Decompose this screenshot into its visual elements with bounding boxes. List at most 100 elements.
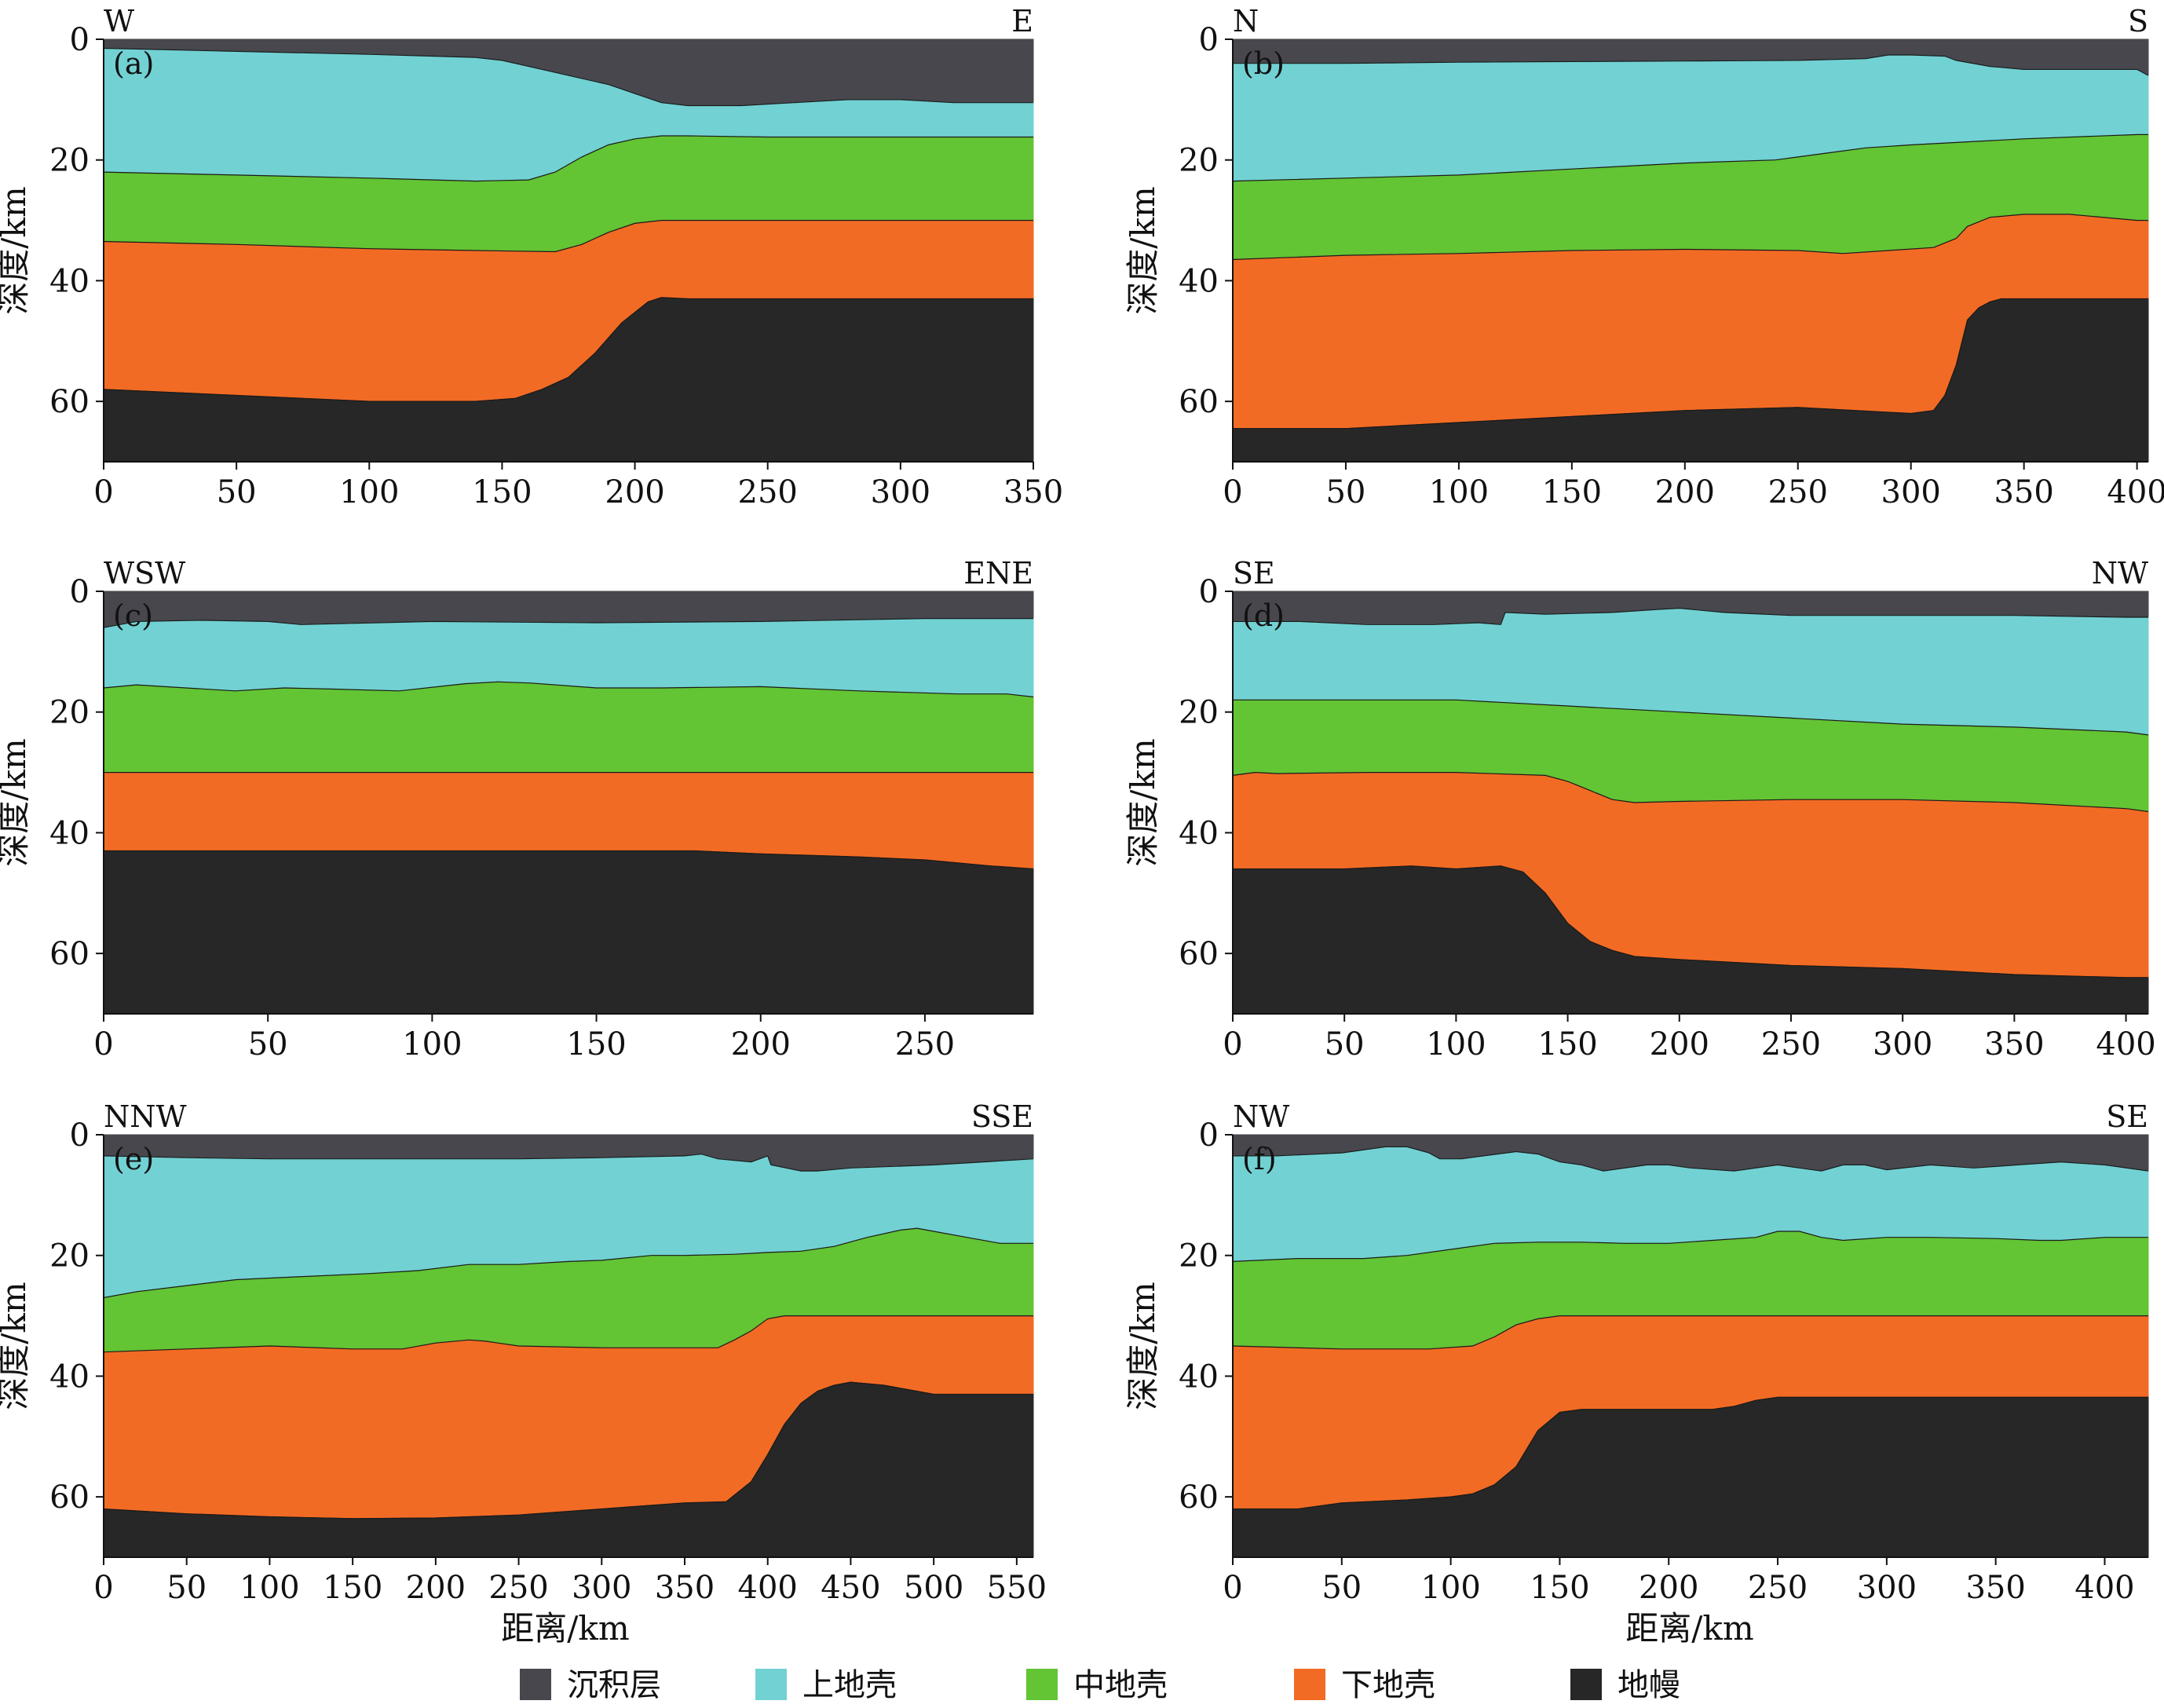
legend-swatch-mantle — [1570, 1669, 1602, 1700]
x-tick-label: 300 — [1873, 1026, 1932, 1062]
x-tick-label: 50 — [1325, 1026, 1365, 1062]
x-tick-label: 250 — [895, 1026, 955, 1062]
x-tick-label: 150 — [323, 1570, 382, 1606]
direction-label-left: WSW — [104, 556, 185, 591]
y-tick-label: 0 — [1199, 22, 1219, 58]
x-tick-label: 350 — [1003, 474, 1063, 510]
x-tick-label: 200 — [406, 1570, 466, 1606]
direction-label-left: NNW — [104, 1099, 187, 1134]
y-tick-label: 60 — [1179, 1479, 1219, 1516]
y-tick-label: 40 — [1179, 263, 1219, 299]
x-tick-label: 50 — [1321, 1570, 1362, 1606]
x-axis-title-right: 距离/km — [1625, 1609, 1753, 1648]
x-tick-label: 400 — [2074, 1570, 2134, 1606]
profile-panel: 0 50 100 150 200 250 300 350 400 0 20 40 60 深度/km SE NW… — [1124, 556, 2156, 1062]
panel-label: (b) — [1242, 46, 1285, 81]
x-tick-label: 350 — [1984, 1026, 2044, 1062]
interface-line — [103, 617, 1033, 628]
x-tick-label: 300 — [572, 1570, 631, 1606]
interface-line — [1232, 771, 2149, 813]
x-tick-label: 350 — [1994, 474, 2053, 510]
direction-label-right: SSE — [971, 1099, 1033, 1134]
interface-line — [1232, 1231, 2148, 1262]
panel-label: (d) — [1242, 598, 1285, 633]
interface-line — [103, 1153, 1034, 1172]
x-tick-label: 550 — [987, 1570, 1047, 1606]
legend-label-sediment: 沉积层 — [567, 1667, 661, 1703]
layer-mantle — [103, 850, 1034, 1015]
x-tick-label: 150 — [1537, 1026, 1597, 1062]
direction-label-right: S — [2128, 4, 2148, 38]
interface-line — [1232, 214, 2148, 261]
interface-line — [103, 1315, 1033, 1353]
interface-line — [1233, 699, 2149, 736]
x-tick-label: 300 — [1857, 1570, 1917, 1606]
y-tick-label: 60 — [1179, 936, 1219, 972]
x-tick-label: 100 — [402, 1026, 462, 1062]
x-tick-label: 150 — [472, 474, 532, 510]
x-tick-label: 250 — [1761, 1026, 1821, 1062]
profile-panel: 0 50 100 150 200 250 300 350 400 450 500 550 0 20 40 60… — [0, 1099, 1047, 1606]
direction-label-left: N — [1233, 4, 1259, 38]
x-tick-label: 200 — [1650, 1026, 1709, 1062]
profile-panel: 0 50 100 150 200 250 0 20 40 60 深度/km WSW ENE (c) — [0, 556, 1034, 1062]
direction-label-right: SE — [2106, 1099, 2148, 1134]
interface-line — [1232, 133, 2148, 182]
interface-line — [103, 1227, 1033, 1299]
y-tick-label: 60 — [49, 1479, 90, 1516]
x-tick-label: 100 — [1420, 1570, 1480, 1606]
legend-swatch-upper-crust — [755, 1669, 787, 1700]
direction-label-right: NW — [2092, 556, 2148, 591]
panel-label: (a) — [113, 46, 154, 81]
y-tick-label: 20 — [1179, 695, 1219, 731]
x-tick-label: 400 — [2096, 1026, 2155, 1062]
direction-label-left: W — [104, 4, 134, 38]
x-tick-label: 0 — [1223, 474, 1242, 510]
interface-line — [103, 47, 1033, 107]
y-tick-label: 20 — [49, 695, 90, 731]
y-axis-title: 深度/km — [0, 1282, 33, 1410]
panel-label: (f) — [1242, 1142, 1277, 1176]
shared-axis-titles: 距离/km 距离/km — [501, 1609, 1753, 1648]
x-tick-label: 150 — [566, 1026, 626, 1062]
y-tick-label: 0 — [70, 1117, 90, 1154]
x-tick-label: 150 — [1530, 1570, 1589, 1606]
layer-legend: 沉积层 上地壳 中地壳 下地壳 地幔 — [520, 1667, 1680, 1703]
x-tick-label: 50 — [248, 1026, 288, 1062]
direction-label-right: E — [1011, 4, 1033, 38]
x-tick-label: 500 — [904, 1570, 963, 1606]
y-axis-title: 深度/km — [0, 738, 33, 866]
x-tick-label: 100 — [339, 474, 399, 510]
panel-label: (e) — [113, 1142, 154, 1176]
y-tick-label: 60 — [1179, 384, 1219, 420]
y-tick-label: 20 — [49, 143, 90, 179]
legend-swatch-sediment — [520, 1669, 551, 1700]
x-tick-label: 0 — [93, 1570, 113, 1606]
x-tick-label: 300 — [871, 474, 930, 510]
y-tick-label: 40 — [49, 263, 90, 299]
interface-line — [103, 135, 1033, 182]
legend-swatch-lower-crust — [1294, 1669, 1325, 1700]
x-tick-label: 200 — [1655, 474, 1715, 510]
x-tick-label: 100 — [1429, 474, 1489, 510]
y-axis-title: 深度/km — [1124, 186, 1162, 314]
x-tick-label: 50 — [1325, 474, 1365, 510]
x-tick-label: 450 — [821, 1570, 880, 1606]
y-tick-label: 60 — [49, 384, 90, 420]
y-tick-label: 0 — [70, 574, 90, 610]
x-tick-label: 350 — [1965, 1570, 2025, 1606]
y-tick-label: 20 — [1179, 143, 1219, 179]
x-tick-label: 200 — [1639, 1570, 1698, 1606]
interface-line — [1233, 865, 2148, 978]
x-tick-label: 150 — [1542, 474, 1602, 510]
direction-label-right: ENE — [963, 556, 1033, 591]
x-axis-title-left: 距离/km — [501, 1609, 629, 1648]
y-tick-label: 0 — [1199, 574, 1219, 610]
interface-line — [1233, 1396, 2148, 1510]
interface-line — [1233, 298, 2148, 430]
x-tick-label: 50 — [217, 474, 257, 510]
x-tick-label: 200 — [605, 474, 664, 510]
x-tick-label: 350 — [655, 1570, 715, 1606]
y-axis-title: 深度/km — [0, 186, 33, 314]
